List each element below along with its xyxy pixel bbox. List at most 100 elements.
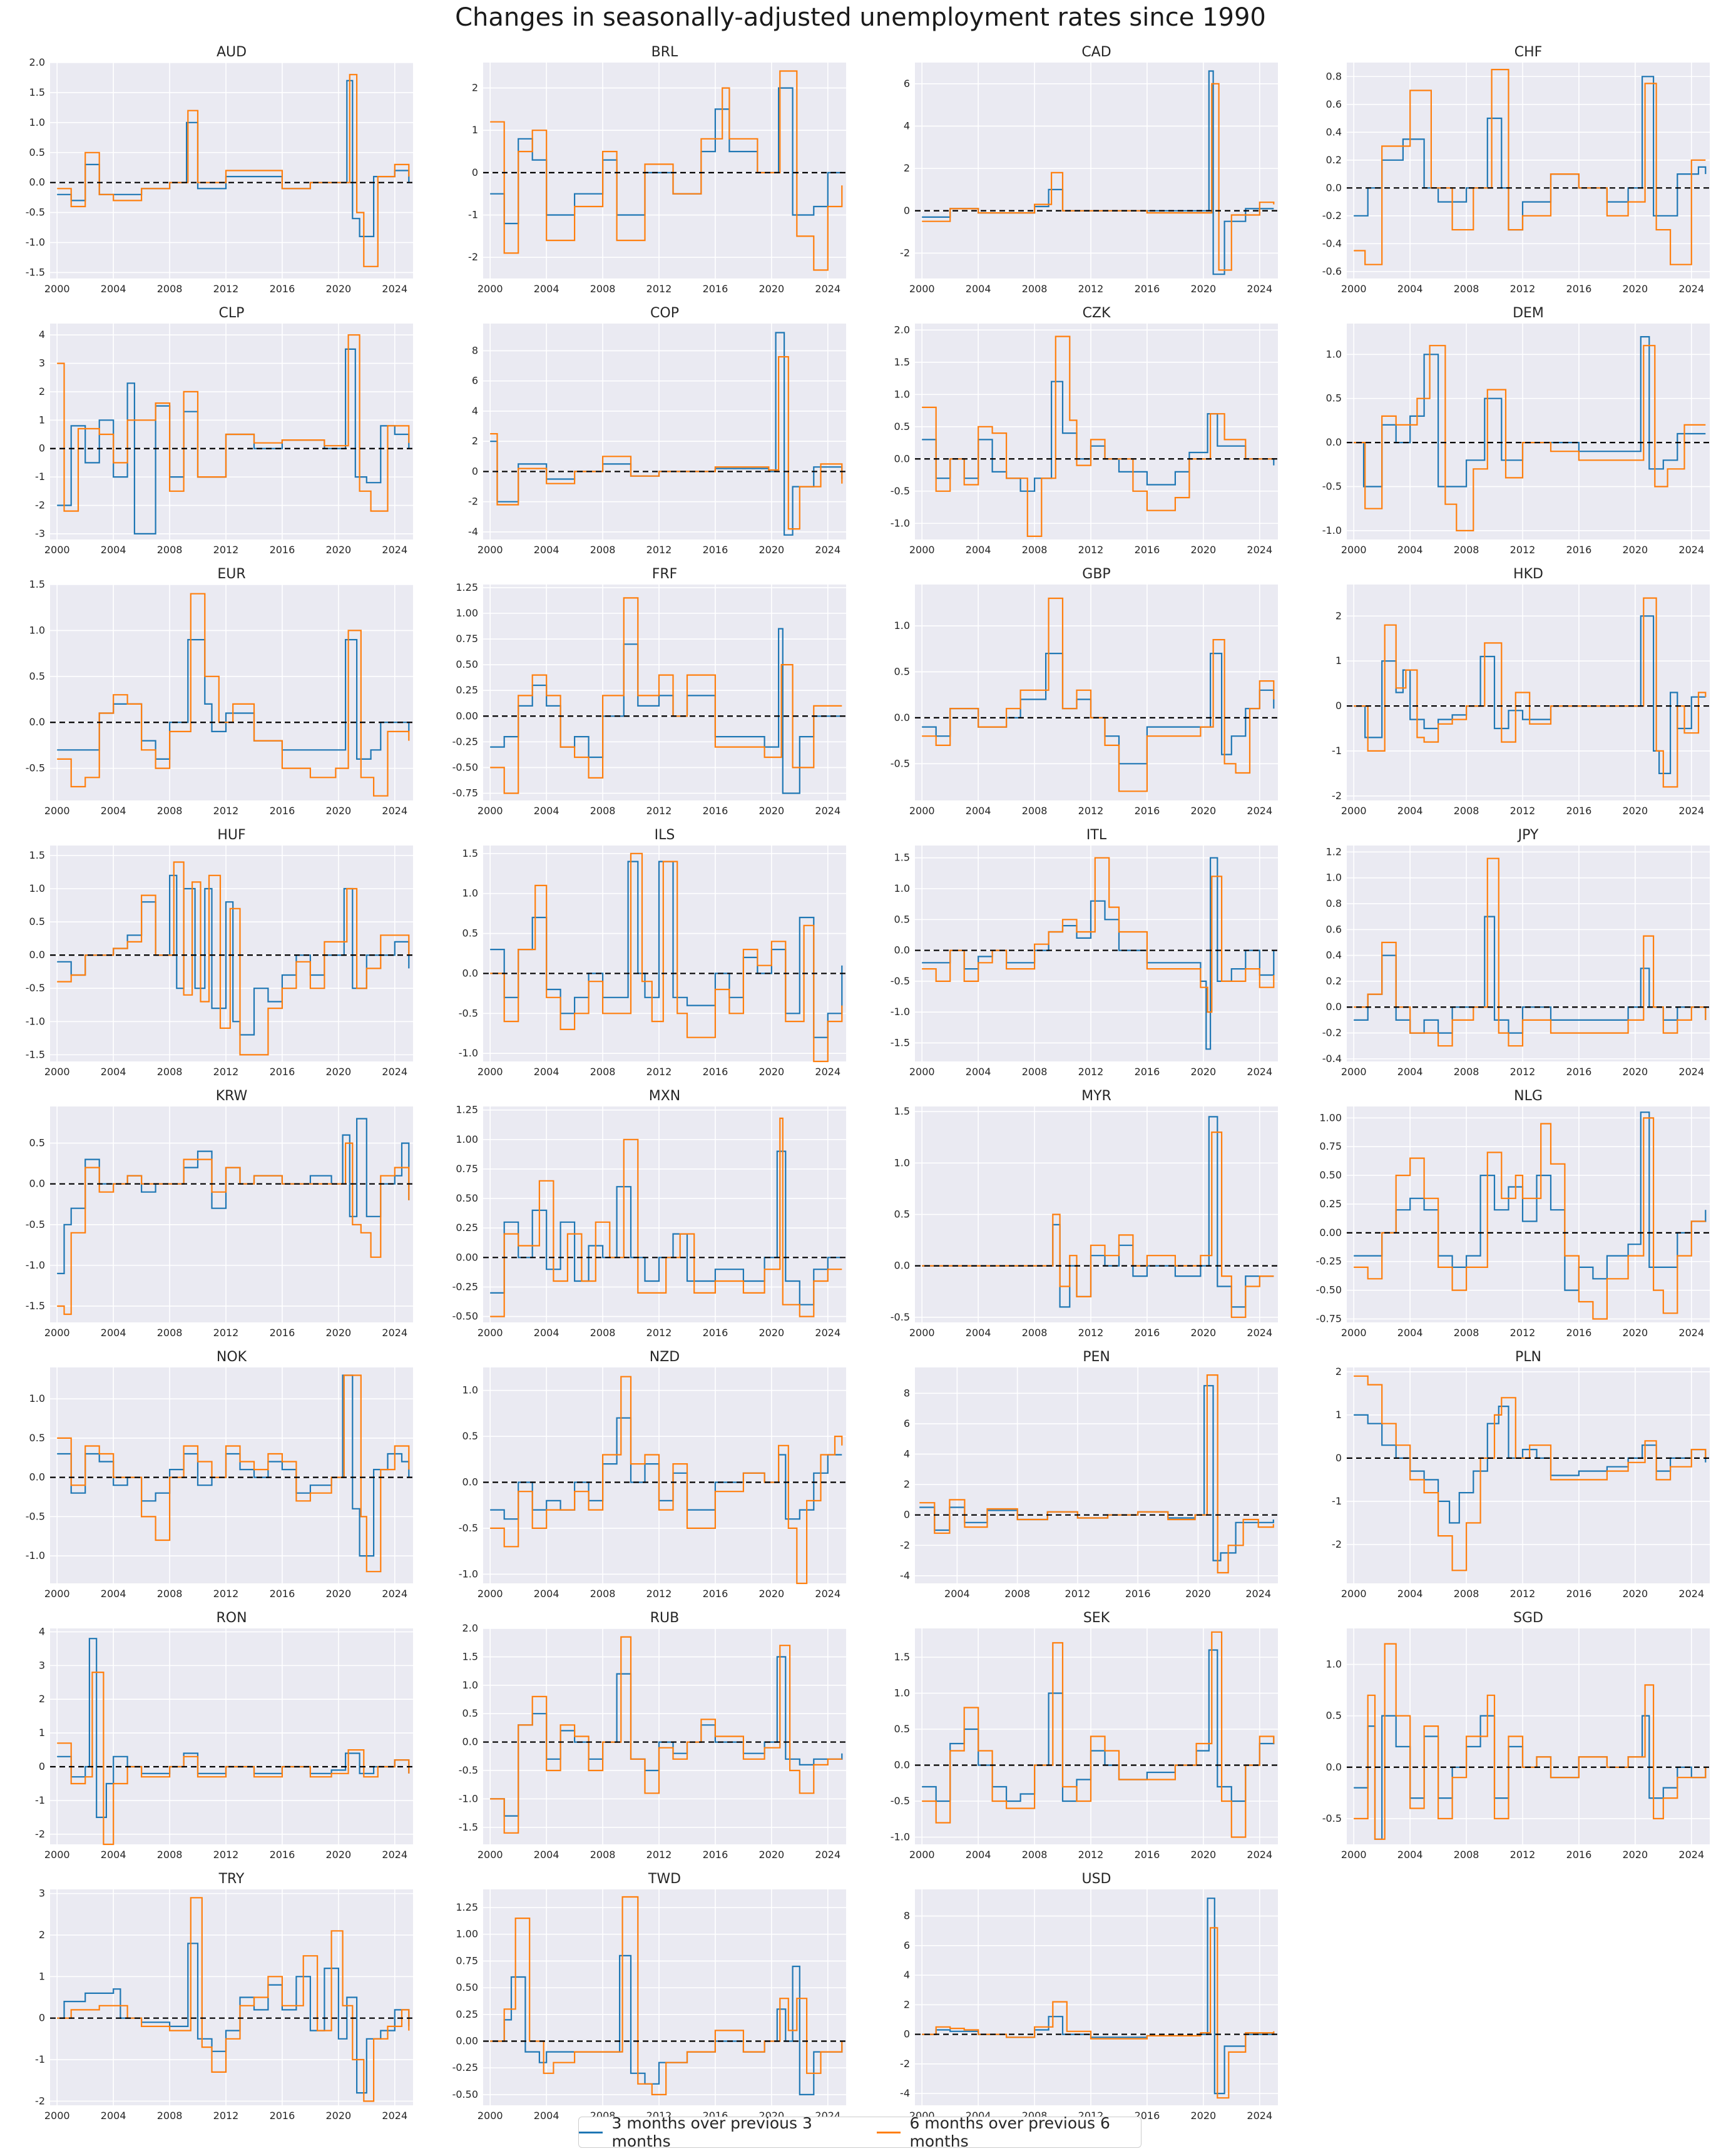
y-tick-label: -0.5 (459, 1007, 478, 1019)
y-tick-label: -0.4 (1322, 237, 1342, 249)
y-tick-label: 0.0 (462, 1476, 478, 1488)
x-tick-label: 2000 (909, 805, 935, 817)
y-tick-label: 2 (39, 1693, 45, 1705)
panel-title: CAD (1081, 44, 1111, 60)
x-tick-label: 2004 (534, 805, 559, 817)
y-tick-label: -1.0 (459, 1047, 478, 1059)
x-tick-label: 2016 (703, 283, 728, 295)
x-tick-label: 2016 (270, 805, 295, 817)
y-tick-label: -0.5 (26, 207, 45, 218)
x-tick-label: 2020 (1622, 1588, 1648, 1600)
series-line-s6 (1354, 1375, 1707, 1571)
panel-title: EUR (217, 566, 245, 582)
y-tick-label: 2.0 (894, 324, 910, 335)
x-tick-label: 2000 (1341, 1327, 1367, 1339)
y-tick-label: 0.5 (894, 421, 910, 432)
y-tick-label: 1 (1335, 655, 1342, 667)
x-tick-label: 2004 (966, 805, 991, 817)
panel-title: JPY (1517, 827, 1539, 843)
y-tick-label: 0.75 (456, 1954, 478, 1966)
y-tick-label: 1.0 (462, 887, 478, 899)
series-line-s6 (57, 74, 410, 267)
x-tick-label: 2024 (1247, 1327, 1272, 1339)
panel-dem: DEM -1.0 -0.5 0.0 0.5 1.0 2000 2004 2008 2012 2016… (1322, 305, 1710, 556)
x-tick-label: 2020 (325, 1066, 351, 1078)
x-tick-label: 2012 (1078, 805, 1104, 817)
y-tick-label: 1.5 (462, 847, 478, 859)
panel-title: SGD (1513, 1610, 1543, 1626)
series-line-s6 (490, 597, 842, 794)
x-tick-label: 2024 (815, 1588, 840, 1600)
y-tick-label: -4 (900, 2087, 910, 2099)
y-tick-label: 0.0 (29, 716, 45, 728)
x-tick-label: 2016 (703, 1849, 728, 1861)
x-tick-label: 2016 (1566, 544, 1592, 556)
y-tick-label: -2 (1332, 790, 1342, 802)
panel-nzd: NZD -1.0 -0.5 0.0 0.5 1.0 2000 2004 2008 2012 2016… (459, 1349, 846, 1600)
x-tick-label: 2016 (1135, 544, 1160, 556)
plot-area (915, 1367, 1278, 1583)
x-tick-label: 2020 (325, 805, 351, 817)
x-tick-label: 2016 (270, 544, 295, 556)
x-tick-label: 2020 (1622, 1066, 1648, 1078)
panel-jpy: JPY -0.4 -0.2 0.0 0.2 0.4 0.6 0.8 1.0 1.2 2000 2004… (1322, 827, 1710, 1078)
y-tick-label: 0.50 (456, 1192, 478, 1204)
y-tick-label: -1.5 (26, 266, 45, 278)
panel-pen: PEN -4 -2 0 2 4 6 8 2004 2008 2012 2016 2020 2024 (900, 1349, 1278, 1600)
y-tick-label: 2 (472, 435, 478, 447)
x-tick-label: 2024 (1245, 1588, 1271, 1600)
y-tick-label: -1.0 (26, 1550, 45, 1561)
y-tick-label: -1.0 (891, 1831, 910, 1843)
x-tick-label: 2008 (1022, 544, 1048, 556)
x-tick-label: 2004 (966, 1849, 991, 1861)
x-tick-label: 2004 (101, 805, 126, 817)
y-tick-label: 2.0 (462, 1622, 478, 1634)
panel-krw: KRW -1.5 -1.0 -0.5 0.0 0.5 2000 2004 2008 2012 201… (26, 1088, 413, 1339)
series-line-s3 (490, 1954, 843, 2095)
plot-area (1347, 846, 1710, 1061)
y-tick-label: 1.0 (894, 882, 910, 894)
y-tick-label: 1.0 (29, 882, 45, 894)
x-tick-label: 2008 (157, 283, 183, 295)
y-tick-label: -1.5 (26, 1300, 45, 1312)
y-tick-label: 1.5 (29, 849, 45, 861)
panel-itl: ITL -1.5 -1.0 -0.5 0.0 0.5 1.0 1.5 2000 2004 2008 2… (891, 827, 1278, 1078)
plot-area (915, 324, 1278, 539)
x-tick-label: 2000 (1341, 1849, 1367, 1861)
x-tick-label: 2016 (1125, 1588, 1151, 1600)
y-tick-label: -2 (900, 247, 910, 258)
series-line-s6 (490, 1376, 843, 1585)
series-line-s6 (490, 1117, 842, 1317)
x-tick-label: 2024 (382, 1588, 407, 1600)
x-tick-label: 2000 (44, 1327, 70, 1339)
plot-area (1347, 1628, 1710, 1844)
y-tick-label: 1 (39, 1970, 45, 1982)
x-tick-label: 2000 (1341, 544, 1367, 556)
y-tick-label: -2 (468, 496, 478, 508)
x-tick-label: 2008 (1454, 1066, 1479, 1078)
y-tick-label: 0.00 (456, 710, 478, 722)
x-tick-label: 2016 (703, 1327, 728, 1339)
series-line-s6 (922, 335, 1274, 537)
y-tick-label: -0.5 (459, 1764, 478, 1776)
x-tick-label: 2000 (44, 805, 70, 817)
y-tick-label: 0.75 (456, 633, 478, 645)
series-line-s6 (1354, 345, 1706, 531)
y-tick-label: 0.4 (1326, 126, 1342, 138)
panel-title: CHF (1514, 44, 1543, 60)
y-tick-label: 1.0 (1326, 872, 1342, 884)
series-line-s6 (1354, 597, 1707, 788)
y-tick-label: -1 (1332, 745, 1342, 757)
y-tick-label: 1.5 (894, 356, 910, 368)
y-tick-label: 0.8 (1326, 70, 1342, 82)
x-tick-label: 2000 (909, 1327, 935, 1339)
panel-ils: ILS -1.0 -0.5 0.0 0.5 1.0 1.5 2000 2004 2008 2012 2… (459, 827, 846, 1078)
x-tick-label: 2016 (270, 2110, 295, 2122)
y-tick-label: -0.50 (452, 761, 478, 773)
x-tick-label: 2016 (1566, 1066, 1592, 1078)
x-tick-label: 2012 (213, 544, 239, 556)
y-tick-label: -1 (468, 209, 478, 221)
x-tick-label: 2012 (1078, 283, 1104, 295)
y-tick-label: 3 (39, 357, 45, 369)
x-tick-label: 2000 (909, 283, 935, 295)
